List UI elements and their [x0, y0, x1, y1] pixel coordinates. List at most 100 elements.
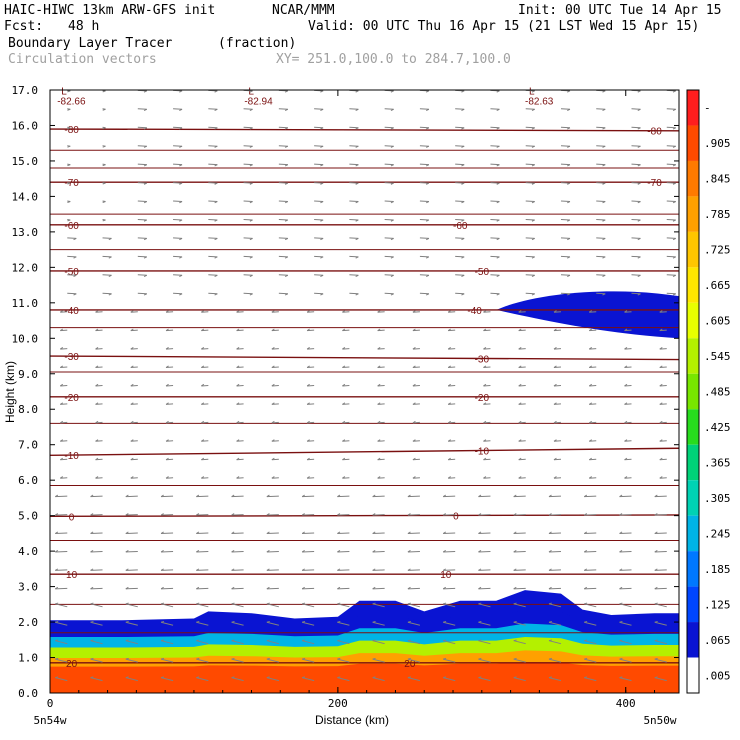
vector-arrow-head [588, 457, 593, 461]
vector-arrow-head [306, 347, 310, 350]
vector-arrow-head [95, 420, 99, 424]
vector-arrow [307, 311, 315, 313]
vector-arrow [166, 348, 174, 350]
vector-arrow [243, 274, 253, 276]
vector-arrow [455, 163, 465, 166]
colorbar-swatch [687, 160, 699, 197]
vector-arrow [236, 477, 244, 479]
vector-arrow [201, 311, 209, 313]
plot-area: 20 20 10 10 0 0 -10 -10 -20 -20 -30 -30 -40 -40 -50 -50… [12, 84, 680, 710]
vector-arrow [160, 677, 174, 682]
vector-arrow [377, 477, 385, 479]
vector-arrow-head [461, 164, 465, 167]
vector-arrow-head [624, 383, 628, 387]
vector-arrow-head [443, 676, 447, 679]
vector-arrow [407, 514, 420, 516]
vector-arrow-head [567, 127, 571, 130]
vector-arrow-head [231, 657, 235, 660]
vector-arrow [624, 329, 632, 332]
vector-arrow [560, 163, 571, 166]
vector-arrow [231, 587, 244, 590]
vector-arrow-head [55, 676, 59, 679]
vector-arrow-head [588, 383, 593, 387]
vector-arrow-head [496, 108, 500, 112]
vector-arrow-head [165, 328, 169, 332]
vector-arrow [596, 218, 606, 221]
vector-arrow [518, 366, 526, 369]
colorbar-swatch [687, 622, 699, 658]
vector-arrow-head [320, 108, 324, 112]
vector-arrow-head [518, 383, 522, 387]
vector-arrow [60, 403, 68, 405]
vector-arrow-head [372, 586, 376, 590]
vector-arrow-head [179, 127, 183, 130]
vector-arrow [314, 292, 324, 295]
vector-arrow-head [266, 602, 270, 605]
vector-arrow-head [531, 108, 535, 112]
y-tick-label: 8.0 [18, 403, 38, 416]
vector-arrow [243, 108, 253, 110]
vector-arrow [619, 603, 632, 608]
vector-arrow [377, 384, 385, 387]
vector-arrow [448, 458, 456, 461]
vector-arrow-head [102, 164, 106, 167]
vector-arrow-head [672, 256, 676, 259]
vector-arrow [443, 603, 456, 608]
vector-arrow-head [390, 90, 394, 93]
vector-arrow [307, 384, 315, 387]
vector-arrow [624, 403, 632, 405]
vector-arrow-head [125, 513, 129, 516]
vector-arrow-head [266, 586, 270, 590]
vector-arrow-head [588, 402, 593, 405]
vector-arrow [372, 495, 385, 498]
vector-arrow [666, 108, 676, 110]
vector-arrow [130, 366, 138, 369]
vector-arrow-head [584, 657, 588, 660]
vector-arrow-head [548, 568, 552, 571]
vector-arrow-head [143, 90, 148, 93]
vector-arrow [553, 329, 562, 332]
vector-arrow-head [553, 420, 557, 424]
vector-arrow [525, 182, 535, 184]
vector-arrow [302, 640, 315, 645]
vector-arrow-head [478, 676, 482, 679]
vector-arrow [55, 603, 68, 608]
x-start-label: 5n54w [33, 714, 66, 727]
vector-arrow-head [214, 164, 218, 167]
y-tick-label: 9.0 [18, 368, 38, 381]
vector-arrow-head [337, 639, 341, 642]
vector-arrow-head [67, 127, 71, 130]
vector-arrow [349, 182, 359, 184]
vector-arrow [443, 640, 456, 645]
vector-arrow-head [231, 513, 235, 516]
vector-arrow [619, 514, 632, 516]
vector-arrow [490, 218, 500, 221]
vector-arrow-head [284, 127, 289, 130]
vector-arrow [490, 145, 500, 147]
vector-arrow-head [447, 457, 451, 461]
vector-arrow-head [496, 274, 500, 278]
vector-arrow [307, 458, 315, 461]
vector-arrow [342, 384, 350, 387]
vector-arrow-head [90, 621, 94, 623]
vector-arrow-head [236, 383, 240, 387]
vector-arrow [349, 145, 359, 147]
vector-arrow [90, 621, 103, 626]
vector-arrow-head [567, 201, 571, 204]
vector-arrow [659, 477, 667, 479]
vector-arrow-head [355, 182, 359, 185]
isotherm-line [49, 514, 680, 518]
vector-arrow-head [196, 621, 200, 623]
vector-arrow-head [60, 328, 64, 332]
vector-arrow [271, 311, 279, 313]
vector-arrow [102, 292, 112, 295]
isotherm-label: -50 [475, 267, 490, 278]
vector-arrow [596, 237, 606, 239]
vector-arrow [337, 603, 350, 608]
vector-arrow [584, 569, 597, 571]
isotherm-label: 10 [440, 570, 452, 581]
vector-arrow [548, 587, 561, 590]
vector-arrow-head [390, 274, 394, 278]
vector-arrow [130, 440, 138, 442]
